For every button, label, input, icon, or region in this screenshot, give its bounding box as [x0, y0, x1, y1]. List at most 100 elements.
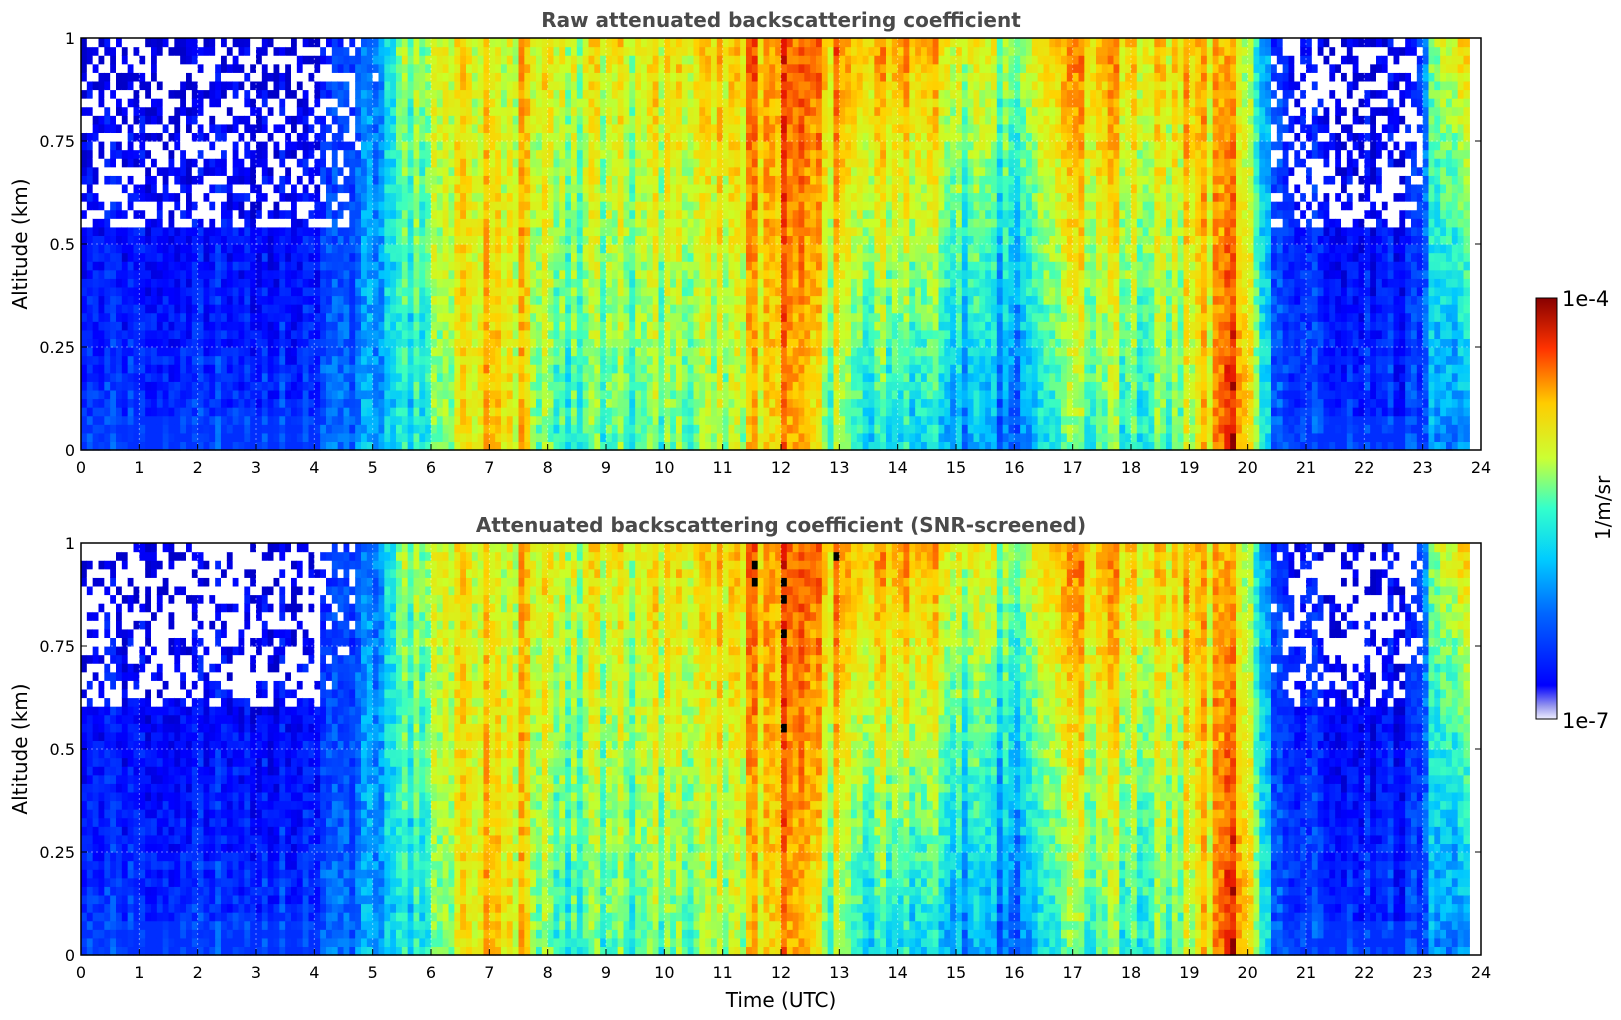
heatmap-cell [174, 313, 180, 322]
heatmap-cell [151, 244, 157, 253]
heatmap-cell [151, 201, 157, 210]
heatmap-cell [180, 218, 186, 227]
heatmap-cell [157, 210, 163, 219]
heatmap-cell [204, 244, 210, 253]
heatmap-cell [198, 175, 204, 184]
heatmap-cell [227, 381, 233, 390]
heatmap-cell [110, 296, 116, 305]
heatmap-cell [139, 38, 145, 47]
heatmap-cell [87, 175, 93, 184]
heatmap-cell [169, 193, 175, 202]
heatmap-cell [139, 287, 145, 296]
heatmap-cell [99, 321, 105, 330]
heatmap-cell [139, 313, 145, 322]
heatmap-cell [104, 193, 110, 202]
heatmap-cell [221, 235, 227, 244]
heatmap-cell [99, 313, 105, 322]
heatmap-cell [110, 304, 116, 313]
heatmap-cell [180, 72, 186, 81]
heatmap-cell [204, 296, 210, 305]
heatmap-cell [221, 253, 227, 262]
heatmap-cell [198, 390, 204, 399]
heatmap-cell [99, 296, 105, 305]
heatmap-cell [81, 433, 87, 442]
heatmap-cell [221, 167, 227, 176]
heatmap-cell [104, 55, 110, 64]
heatmap-cell [128, 244, 134, 253]
heatmap-cell [122, 313, 128, 322]
heatmap-cell [145, 124, 151, 133]
heatmap-cell [163, 287, 169, 296]
heatmap-cell [204, 210, 210, 219]
heatmap-cell [163, 416, 169, 425]
heatmap-cell [174, 287, 180, 296]
heatmap-cell [81, 356, 87, 365]
heatmap-cell [215, 381, 221, 390]
heatmap-cell [122, 55, 128, 64]
heatmap-cell [104, 81, 110, 90]
heatmap-cell [104, 399, 110, 408]
heatmap-cell [209, 373, 215, 382]
heatmap-cell [116, 227, 122, 236]
heatmap-cell [81, 64, 87, 73]
heatmap-cell [221, 90, 227, 99]
heatmap-cell [180, 270, 186, 279]
heatmap-cell [221, 287, 227, 296]
heatmap-cell [227, 347, 233, 356]
heatmap-cell [198, 321, 204, 330]
heatmap-cell [163, 141, 169, 150]
heatmap-cell [110, 399, 116, 408]
heatmap-cell [116, 441, 122, 450]
heatmap-cell [104, 287, 110, 296]
heatmap-cell [186, 390, 192, 399]
heatmap-cell [128, 373, 134, 382]
heatmap-cell [151, 407, 157, 416]
heatmap-cell [221, 158, 227, 167]
heatmap-cell [169, 184, 175, 193]
heatmap-cell [116, 373, 122, 382]
heatmap-cell [122, 347, 128, 356]
heatmap-cell [99, 381, 105, 390]
heatmap-cell [163, 424, 169, 433]
heatmap-cell [87, 304, 93, 313]
heatmap-cell [174, 98, 180, 107]
heatmap-cell [163, 227, 169, 236]
heatmap-cell [104, 158, 110, 167]
heatmap-cell [128, 124, 134, 133]
heatmap-cell [198, 72, 204, 81]
heatmap-cell [215, 115, 221, 124]
heatmap-cell [157, 55, 163, 64]
heatmap-cell [128, 416, 134, 425]
heatmap-cell [145, 407, 151, 416]
heatmap-cell [174, 356, 180, 365]
heatmap-cell [157, 364, 163, 373]
heatmap-cell [139, 132, 145, 141]
heatmap-cell [104, 356, 110, 365]
heatmap-cell [99, 81, 105, 90]
heatmap-cell [122, 321, 128, 330]
heatmap-cell [198, 38, 204, 47]
heatmap-cell [157, 321, 163, 330]
heatmap-cell [198, 64, 204, 73]
heatmap-cell [145, 141, 151, 150]
heatmap-cell [128, 347, 134, 356]
heatmap-cell [174, 115, 180, 124]
heatmap-cell [81, 364, 87, 373]
heatmap-cell [145, 64, 151, 73]
heatmap-cell [180, 373, 186, 382]
heatmap-cell [81, 278, 87, 287]
heatmap-cell [169, 407, 175, 416]
heatmap-cell [110, 278, 116, 287]
heatmap-cell [163, 115, 169, 124]
heatmap-cell [128, 184, 134, 193]
heatmap-cell [99, 98, 105, 107]
heatmap-cell [186, 381, 192, 390]
heatmap-cell [209, 356, 215, 365]
heatmap-cell [116, 381, 122, 390]
heatmap-cell [122, 167, 128, 176]
heatmap-cell [139, 124, 145, 133]
heatmap-cell [99, 64, 105, 73]
heatmap-cell [209, 261, 215, 270]
heatmap-cell [81, 115, 87, 124]
heatmap-cell [157, 218, 163, 227]
